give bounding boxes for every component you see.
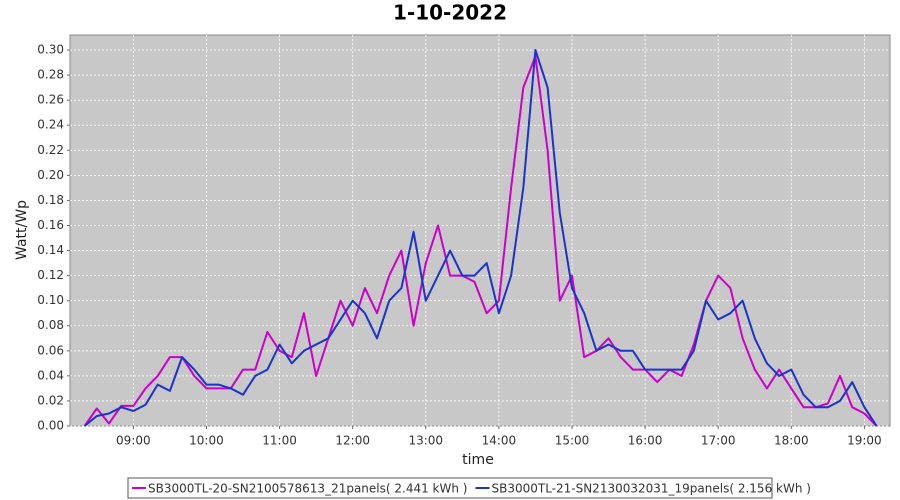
x-tick-label: 14:00	[482, 434, 517, 448]
chart-title: 1-10-2022	[393, 1, 507, 25]
x-tick-label: 09:00	[116, 434, 151, 448]
y-tick-label: 0.24	[37, 118, 64, 132]
legend-box	[127, 477, 773, 499]
y-tick-label: 0.20	[37, 168, 64, 182]
series-line	[83, 49, 878, 427]
x-tick-label: 18:00	[774, 434, 809, 448]
y-tick-label: 0.22	[37, 143, 64, 157]
y-axis-label: Watt/Wp	[14, 200, 30, 260]
y-tick-label: 0.06	[37, 343, 64, 357]
x-tick-label: 10:00	[189, 434, 224, 448]
y-tick-label: 0.12	[37, 268, 64, 282]
y-tick-label: 0.00	[37, 419, 64, 433]
y-tick-label: 0.26	[37, 93, 64, 107]
legend-label: SB3000TL-21-SN2130032031_19panels( 2.156…	[491, 482, 810, 496]
y-tick-label: 0.18	[37, 193, 64, 207]
x-tick-label: 15:00	[555, 434, 590, 448]
y-tick-label: 0.08	[37, 318, 64, 332]
x-tick-label: 19:00	[847, 434, 882, 448]
x-axis-label: time	[462, 452, 494, 468]
series-line	[83, 55, 878, 427]
y-tick-label: 0.04	[37, 368, 64, 382]
y-tick-label: 0.28	[37, 68, 64, 82]
y-tick-label: 0.02	[37, 393, 64, 407]
y-tick-label: 0.14	[37, 243, 64, 257]
x-tick-label: 17:00	[701, 434, 736, 448]
x-tick-label: 16:00	[628, 434, 663, 448]
x-tick-label: 13:00	[408, 434, 443, 448]
y-tick-label: 0.16	[37, 218, 64, 232]
legend-label: SB3000TL-20-SN2100578613_21panels( 2.441…	[148, 482, 467, 496]
y-tick-label: 0.30	[37, 43, 64, 57]
x-tick-label: 11:00	[262, 434, 297, 448]
x-tick-label: 12:00	[335, 434, 370, 448]
y-tick-label: 0.10	[37, 293, 64, 307]
